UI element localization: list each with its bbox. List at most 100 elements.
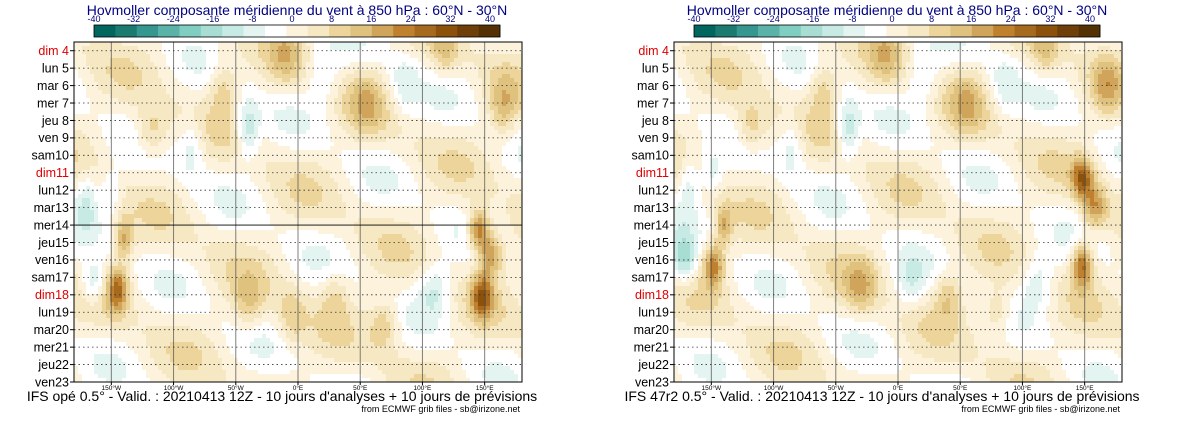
heatmap-cell xyxy=(122,50,127,55)
heatmap-cell xyxy=(190,46,195,51)
heatmap-cell xyxy=(258,202,263,207)
heatmap-cell xyxy=(238,90,243,95)
heatmap-cell xyxy=(214,186,219,191)
heatmap-cell xyxy=(178,78,183,83)
heatmap-cell xyxy=(354,178,359,183)
heatmap-cell xyxy=(134,146,139,151)
heatmap-cell xyxy=(474,82,479,87)
heatmap-cell xyxy=(418,130,423,135)
heatmap-cell xyxy=(110,94,115,99)
heatmap-cell xyxy=(166,166,171,171)
heatmap-cell xyxy=(262,154,267,159)
heatmap-cell xyxy=(382,174,387,179)
heatmap-cell xyxy=(86,122,91,127)
heatmap-cell xyxy=(150,146,155,151)
heatmap-cell xyxy=(366,210,371,215)
heatmap-cell xyxy=(246,50,251,55)
heatmap-cell xyxy=(282,106,287,111)
heatmap-cell xyxy=(418,178,423,183)
heatmap-cell xyxy=(410,178,415,183)
heatmap-cell xyxy=(266,42,271,47)
heatmap-cell xyxy=(394,182,399,187)
heatmap-cell xyxy=(298,122,303,127)
heatmap-cell xyxy=(446,62,451,67)
heatmap-cell xyxy=(458,110,463,115)
heatmap-cell xyxy=(202,58,207,63)
heatmap-cell xyxy=(510,58,515,63)
heatmap-cell xyxy=(310,166,315,171)
heatmap-cell xyxy=(130,206,135,211)
heatmap-cell xyxy=(350,102,355,107)
heatmap-cell xyxy=(430,106,435,111)
heatmap-cell xyxy=(430,90,435,95)
heatmap-cell xyxy=(474,78,479,83)
heatmap-cell xyxy=(210,106,215,111)
heatmap-cell xyxy=(202,90,207,95)
heatmap-cell xyxy=(410,138,415,143)
heatmap-cell xyxy=(306,174,311,179)
heatmap-cell xyxy=(446,194,451,199)
heatmap-cell xyxy=(490,170,495,175)
heatmap-cell xyxy=(90,166,95,171)
heatmap-cell xyxy=(494,42,499,47)
heatmap-cell xyxy=(218,166,223,171)
heatmap-cell xyxy=(170,178,175,183)
heatmap-cell xyxy=(190,170,195,175)
heatmap-cell xyxy=(110,206,115,211)
heatmap-cell xyxy=(518,78,523,83)
heatmap-cell xyxy=(518,102,523,107)
heatmap-cell xyxy=(294,110,299,115)
heatmap-cell xyxy=(502,190,507,195)
heatmap-cell xyxy=(190,166,195,171)
heatmap-cell xyxy=(322,82,327,87)
heatmap-cell xyxy=(366,82,371,87)
heatmap-cell xyxy=(506,178,511,183)
heatmap-cell xyxy=(410,82,415,87)
heatmap-cell xyxy=(250,78,255,83)
heatmap-cell xyxy=(410,46,415,51)
heatmap-cell xyxy=(134,190,139,195)
heatmap-cell xyxy=(98,134,103,139)
heatmap-cell xyxy=(334,122,339,127)
heatmap-cell xyxy=(262,142,267,147)
heatmap-cell xyxy=(430,210,435,215)
heatmap-cell xyxy=(342,102,347,107)
heatmap-cell xyxy=(154,50,159,55)
heatmap-cell xyxy=(134,198,139,203)
heatmap-cell xyxy=(158,102,163,107)
heatmap-cell xyxy=(446,42,451,47)
heatmap-cell xyxy=(202,94,207,99)
heatmap-cell xyxy=(442,170,447,175)
heatmap-cell xyxy=(490,182,495,187)
heatmap-cell xyxy=(126,186,131,191)
heatmap-cell xyxy=(470,174,475,179)
heatmap-cell xyxy=(266,142,271,147)
heatmap-cell xyxy=(518,154,523,159)
heatmap-cell xyxy=(390,58,395,63)
heatmap-cell xyxy=(182,46,187,51)
heatmap-cell xyxy=(342,178,347,183)
heatmap-cell xyxy=(274,134,279,139)
heatmap-cell xyxy=(146,218,151,223)
heatmap-cell xyxy=(182,106,187,111)
heatmap-cell xyxy=(298,166,303,171)
heatmap-cell xyxy=(190,182,195,187)
heatmap-cell xyxy=(418,110,423,115)
heatmap-cell xyxy=(350,162,355,167)
heatmap-cell xyxy=(486,154,491,159)
heatmap-cell xyxy=(142,210,147,215)
heatmap-cell xyxy=(326,50,331,55)
heatmap-cell xyxy=(430,110,435,115)
heatmap-cell xyxy=(222,54,227,59)
heatmap-cell xyxy=(390,138,395,143)
heatmap-cell xyxy=(258,150,263,155)
heatmap-cell xyxy=(174,106,179,111)
heatmap-cell xyxy=(186,134,191,139)
heatmap-cell xyxy=(190,78,195,83)
heatmap-cell xyxy=(402,206,407,211)
heatmap-cell xyxy=(274,130,279,135)
heatmap-cell xyxy=(150,126,155,131)
heatmap-cell xyxy=(294,146,299,151)
heatmap-cell xyxy=(78,114,83,119)
heatmap-cell xyxy=(158,114,163,119)
